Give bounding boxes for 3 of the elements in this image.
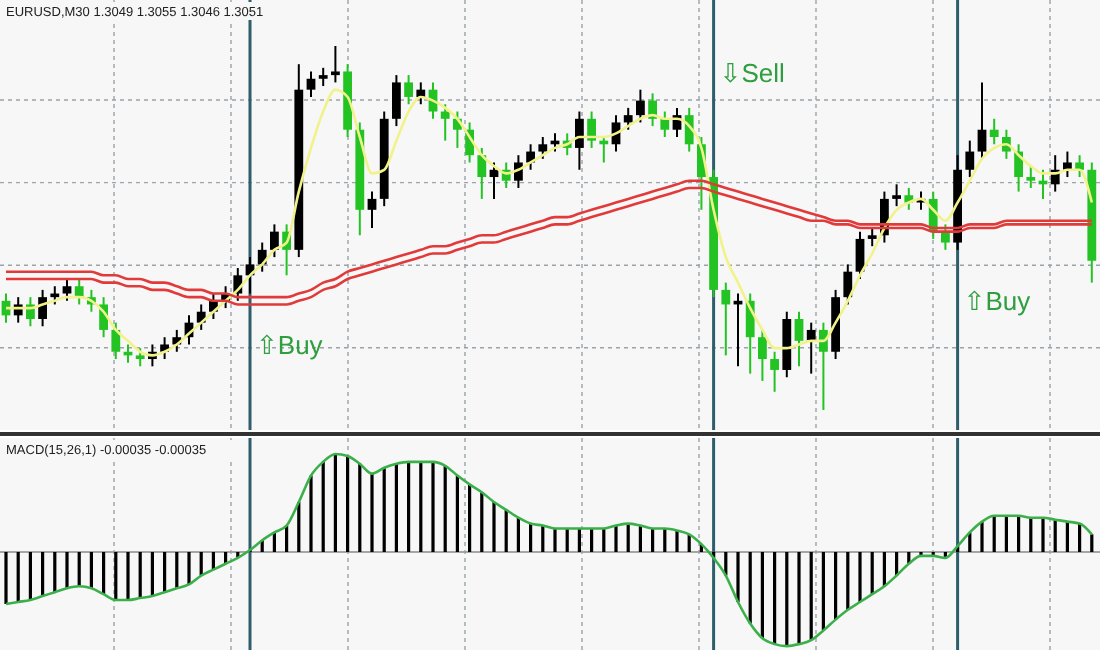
- annotation: ⇩Sell: [719, 57, 785, 88]
- annotation: ⇧Buy: [256, 329, 324, 360]
- annotation: ⇧Buy: [963, 285, 1032, 316]
